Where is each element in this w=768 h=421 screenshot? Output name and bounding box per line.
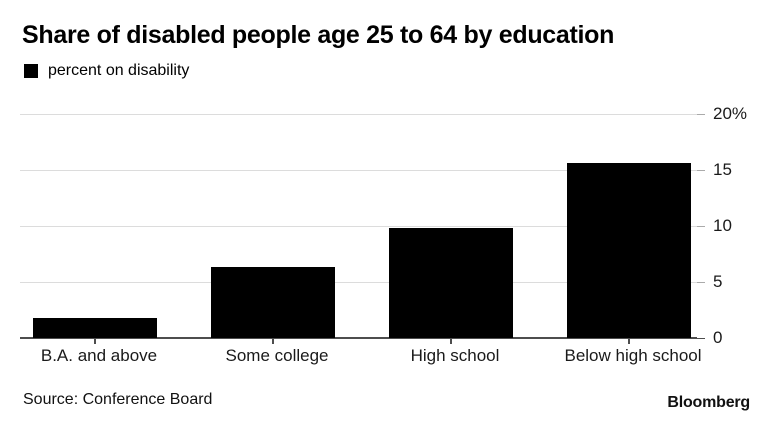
x-axis-tick-3 — [628, 338, 630, 344]
bar-0 — [33, 317, 157, 338]
x-axis-label-3: Below high school — [564, 346, 702, 365]
gridline-10 — [20, 225, 697, 227]
bar-3 — [567, 163, 691, 338]
y-axis-label-15: 15 — [713, 160, 732, 179]
x-axis-label-0: B.A. and above — [40, 346, 158, 365]
x-axis-tick-1 — [272, 338, 274, 344]
gridline-15 — [20, 169, 697, 171]
y-axis-label-20: 20% — [713, 104, 748, 123]
y-axis-label-0: 0 — [713, 328, 723, 347]
x-axis-tick-2 — [450, 338, 452, 344]
y-axis-tick-0 — [697, 337, 705, 339]
x-axis-baseline — [20, 337, 697, 339]
bloomberg-logo: Bloomberg — [667, 394, 750, 411]
plot-area — [20, 113, 697, 339]
y-axis-tick-20 — [697, 113, 705, 115]
bar-1 — [211, 267, 335, 338]
y-axis-label-10: 10 — [713, 216, 732, 235]
x-axis-tick-0 — [94, 338, 96, 344]
y-axis-tick-10 — [697, 225, 705, 227]
x-axis-label-1: Some college — [225, 346, 329, 365]
chart-title: Share of disabled people age 25 to 64 by… — [22, 21, 615, 49]
legend-label: percent on disability — [48, 62, 190, 79]
gridline-5 — [20, 281, 697, 283]
bar-2 — [389, 228, 513, 338]
x-axis-label-2: High school — [410, 346, 500, 365]
gridline-20 — [20, 113, 697, 115]
y-axis-tick-5 — [697, 281, 705, 283]
legend: percent on disability — [24, 62, 189, 80]
y-axis-tick-15 — [697, 169, 705, 171]
y-axis-label-5: 5 — [713, 272, 723, 291]
legend-swatch-icon — [24, 64, 38, 78]
source-text: Source: Conference Board — [23, 391, 213, 408]
